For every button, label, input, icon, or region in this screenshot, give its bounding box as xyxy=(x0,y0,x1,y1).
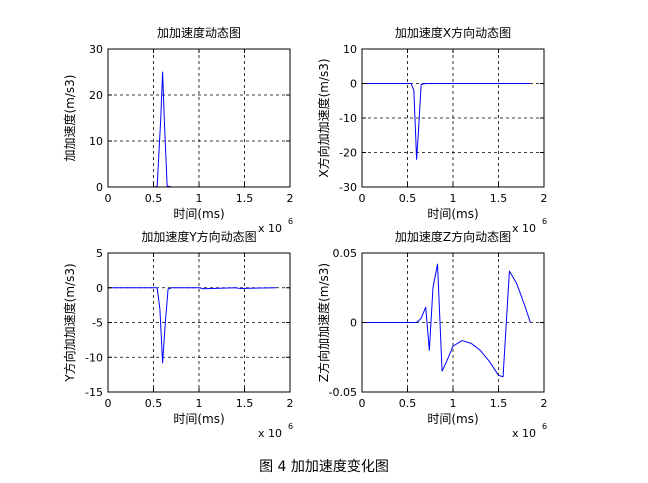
y-axis-label: Y方向加加速度(m/s3) xyxy=(62,263,77,382)
x-axis-label: 时间(ms) xyxy=(173,412,224,426)
x-tick-label: 1.5 xyxy=(236,397,254,410)
y-tick-label: -20 xyxy=(339,147,357,160)
y-tick-label: 0 xyxy=(96,181,103,194)
y-axis-label: Z方向加加速度(m/s3) xyxy=(316,263,331,382)
x-axis-multiplier: x 10 xyxy=(258,222,282,235)
figure-caption: 图 4 加加速度变化图 xyxy=(259,459,389,475)
x-tick-label: 0 xyxy=(359,192,366,205)
x-tick-label: 0 xyxy=(359,397,366,410)
y-axis-label: 加加速度(m/s3) xyxy=(62,75,77,162)
x-tick-label: 0 xyxy=(105,397,112,410)
x-axis-multiplier: x 10 xyxy=(258,427,282,440)
x-tick-label: 2 xyxy=(287,397,294,410)
y-tick-label: 0 xyxy=(96,282,103,295)
y-tick-label: 10 xyxy=(89,135,103,148)
x-axis-exponent: 6 xyxy=(542,422,547,431)
x-tick-label: 1.5 xyxy=(236,192,254,205)
x-tick-label: 0 xyxy=(105,192,112,205)
y-tick-label: 0 xyxy=(350,78,357,91)
x-tick-label: 1.5 xyxy=(490,397,508,410)
x-tick-label: 1 xyxy=(196,192,203,205)
x-tick-label: 1 xyxy=(450,397,457,410)
x-tick-label: 0.5 xyxy=(399,397,417,410)
x-axis-multiplier: x 10 xyxy=(512,427,536,440)
chart-title: 加加速度X方向动态图 xyxy=(395,25,511,40)
series-line-1 xyxy=(108,287,277,364)
y-tick-label: -10 xyxy=(85,351,103,364)
x-tick-label: 2 xyxy=(287,192,294,205)
x-axis-exponent: 6 xyxy=(542,217,547,226)
y-tick-label: -15 xyxy=(85,386,103,399)
y-tick-label: 0 xyxy=(350,317,357,330)
x-tick-label: 1 xyxy=(450,192,457,205)
x-axis-label: 时间(ms) xyxy=(427,207,478,221)
y-tick-label: 10 xyxy=(343,43,357,56)
x-axis-label: 时间(ms) xyxy=(173,207,224,221)
x-tick-label: 2 xyxy=(541,192,548,205)
x-tick-label: 1 xyxy=(196,397,203,410)
chart-title: 加加速度动态图 xyxy=(157,25,241,40)
x-axis-exponent: 6 xyxy=(288,217,293,226)
y-tick-label: 20 xyxy=(89,89,103,102)
series-line-1 xyxy=(362,83,531,160)
y-tick-label: -30 xyxy=(339,181,357,194)
y-tick-label: -0.05 xyxy=(329,386,357,399)
series-line-1 xyxy=(362,263,531,378)
chart-title: 加加速度Z方向动态图 xyxy=(395,229,511,244)
y-tick-label: -5 xyxy=(92,317,103,330)
y-axis-label: X方向加加速度(m/s3) xyxy=(316,58,331,177)
x-axis-multiplier: x 10 xyxy=(512,222,536,235)
x-tick-label: 0.5 xyxy=(145,192,163,205)
x-axis-label: 时间(ms) xyxy=(427,412,478,426)
x-tick-label: 1.5 xyxy=(490,192,508,205)
x-axis-exponent: 6 xyxy=(288,422,293,431)
y-tick-label: 30 xyxy=(89,43,103,56)
chart-title: 加加速度Y方向动态图 xyxy=(141,229,256,244)
y-tick-label: 0.05 xyxy=(333,247,358,260)
y-tick-label: -10 xyxy=(339,112,357,125)
x-tick-label: 0.5 xyxy=(145,397,163,410)
x-tick-label: 0.5 xyxy=(399,192,417,205)
x-tick-label: 2 xyxy=(541,397,548,410)
y-tick-label: 5 xyxy=(96,247,103,260)
